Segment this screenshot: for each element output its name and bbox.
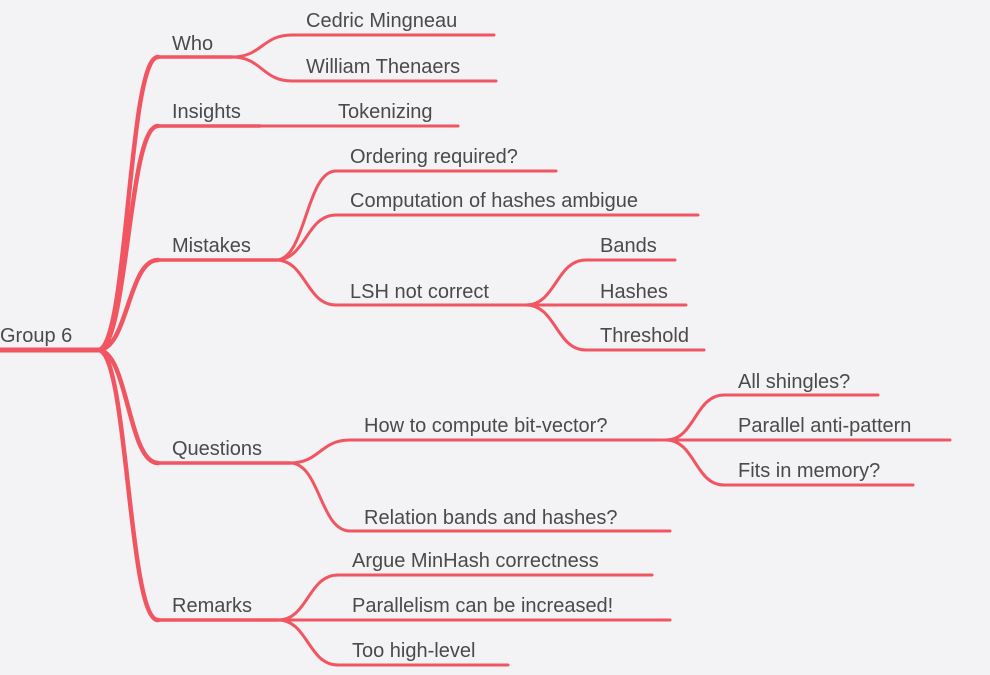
- node-lsh-not-correct[interactable]: LSH not correct: [350, 281, 489, 303]
- link-how-to-compute-bit-vector: [290, 440, 350, 463]
- node-william-thenaers[interactable]: William Thenaers: [306, 56, 460, 78]
- node-parallelism-can-be-increased[interactable]: Parallelism can be increased!: [352, 595, 613, 617]
- node-too-high-level[interactable]: Too high-level: [352, 640, 475, 662]
- link-cedric-mingneau: [232, 35, 292, 57]
- node-bands[interactable]: Bands: [600, 235, 657, 257]
- link-root-questions: [98, 350, 158, 463]
- link-lsh-not-correct: [276, 260, 336, 305]
- node-relation-bands-and-hashes[interactable]: Relation bands and hashes?: [364, 507, 618, 529]
- link-root-insights: [98, 126, 158, 350]
- branch-remarks[interactable]: Remarks: [172, 595, 252, 617]
- branch-questions[interactable]: Questions: [172, 438, 262, 460]
- node-computation-of-hashes[interactable]: Computation of hashes ambigue: [350, 190, 638, 212]
- node-argue-minhash-correctness[interactable]: Argue MinHash correctness: [352, 550, 599, 572]
- link-threshold: [526, 305, 586, 350]
- link-fits-in-memory: [666, 440, 724, 485]
- branch-insights[interactable]: Insights: [172, 101, 241, 123]
- branch-who[interactable]: Who: [172, 33, 213, 55]
- node-cedric-mingneau[interactable]: Cedric Mingneau: [306, 10, 457, 32]
- link-too-high-level: [278, 620, 338, 665]
- branch-mistakes[interactable]: Mistakes: [172, 235, 251, 257]
- link-all-shingles: [666, 395, 724, 440]
- node-fits-in-memory[interactable]: Fits in memory?: [738, 460, 880, 482]
- link-argue-minhash-correctness: [278, 575, 338, 620]
- link-root-remarks: [98, 350, 158, 620]
- node-parallel-anti-pattern[interactable]: Parallel anti-pattern: [738, 415, 911, 437]
- node-tokenizing[interactable]: Tokenizing: [338, 101, 433, 123]
- root-node[interactable]: Group 6: [0, 325, 72, 347]
- link-william-thenaers: [232, 57, 292, 81]
- link-bands: [526, 260, 586, 305]
- node-how-to-compute-bit-vector[interactable]: How to compute bit-vector?: [364, 415, 607, 437]
- node-all-shingles[interactable]: All shingles?: [738, 371, 850, 393]
- link-computation-of-hashes: [276, 215, 336, 260]
- node-threshold[interactable]: Threshold: [600, 325, 689, 347]
- node-ordering-required[interactable]: Ordering required?: [350, 146, 518, 168]
- link-relation-bands-and-hashes: [290, 463, 350, 531]
- node-hashes[interactable]: Hashes: [600, 281, 668, 303]
